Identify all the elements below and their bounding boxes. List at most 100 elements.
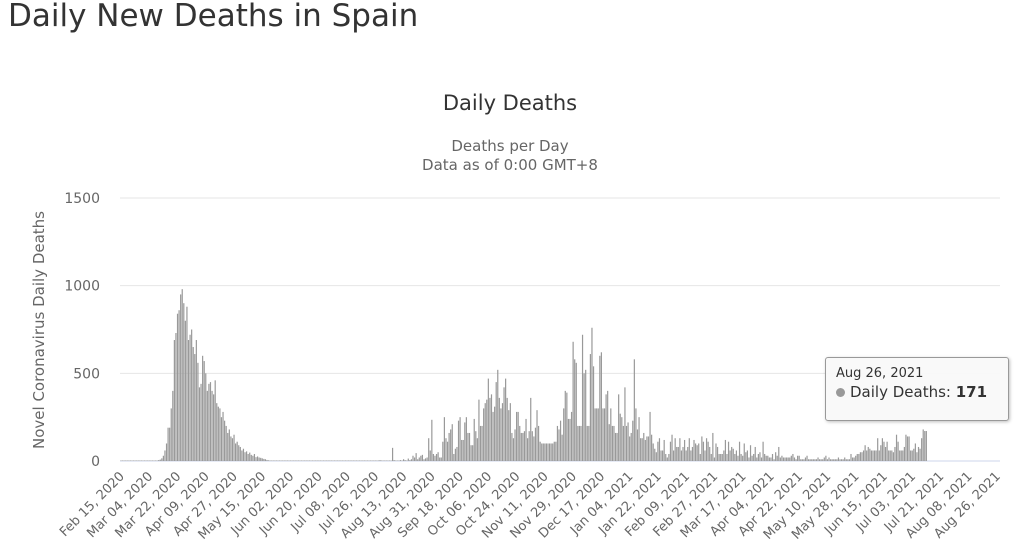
bar[interactable] (263, 458, 265, 461)
bar[interactable] (555, 441, 557, 461)
bar[interactable] (282, 460, 284, 462)
bar[interactable] (489, 397, 491, 461)
bar[interactable] (327, 460, 329, 462)
bar[interactable] (724, 439, 727, 461)
bar[interactable] (559, 420, 562, 461)
bar[interactable] (205, 373, 207, 461)
bar[interactable] (286, 460, 289, 462)
bar[interactable] (581, 334, 584, 461)
bar[interactable] (492, 411, 494, 461)
bar[interactable] (547, 443, 549, 461)
bar[interactable] (519, 425, 521, 461)
bar[interactable] (544, 443, 546, 461)
bar[interactable] (402, 459, 405, 461)
bar[interactable] (614, 432, 617, 461)
bar[interactable] (837, 457, 840, 461)
bar[interactable] (740, 453, 742, 461)
bar[interactable] (191, 329, 193, 462)
bar[interactable] (685, 450, 687, 461)
bar[interactable] (589, 354, 591, 461)
bar[interactable] (360, 460, 362, 462)
bar[interactable] (570, 411, 573, 461)
bar[interactable] (765, 455, 767, 461)
bar[interactable] (748, 457, 750, 461)
bar[interactable] (577, 425, 579, 461)
bar[interactable] (128, 460, 130, 462)
bar[interactable] (817, 457, 819, 461)
bar[interactable] (498, 397, 500, 461)
bar[interactable] (266, 459, 268, 461)
bar[interactable] (643, 432, 645, 461)
bar[interactable] (903, 446, 905, 461)
bar[interactable] (721, 453, 723, 461)
bar[interactable] (398, 460, 400, 462)
bar[interactable] (186, 306, 188, 461)
bar[interactable] (235, 443, 237, 461)
bar[interactable] (344, 460, 347, 462)
bar[interactable] (800, 459, 802, 461)
bar[interactable] (745, 452, 747, 461)
bar[interactable] (713, 457, 716, 461)
bar[interactable] (793, 457, 796, 461)
bar[interactable] (727, 441, 730, 461)
bar[interactable] (520, 432, 522, 461)
bar[interactable] (242, 448, 245, 461)
bar[interactable] (366, 460, 369, 462)
bar[interactable] (228, 429, 230, 461)
bar[interactable] (170, 408, 172, 461)
bar[interactable] (913, 448, 915, 461)
bar[interactable] (289, 460, 292, 462)
bar[interactable] (732, 448, 734, 461)
bar[interactable] (346, 460, 348, 462)
bar[interactable] (797, 455, 799, 461)
bar[interactable] (245, 451, 248, 461)
bar[interactable] (696, 445, 698, 461)
bar[interactable] (630, 432, 632, 461)
bar[interactable] (746, 450, 748, 461)
bar[interactable] (737, 455, 739, 461)
bar[interactable] (655, 452, 657, 461)
bar[interactable] (734, 453, 736, 461)
bar[interactable] (484, 403, 486, 461)
bar[interactable] (742, 455, 744, 461)
bar[interactable] (906, 436, 909, 461)
bar[interactable] (826, 459, 829, 461)
bar[interactable] (294, 460, 296, 462)
bar[interactable] (825, 455, 827, 461)
bar[interactable] (256, 456, 259, 461)
bar[interactable] (790, 455, 792, 461)
bar[interactable] (371, 460, 373, 462)
bar[interactable] (897, 441, 899, 461)
bar[interactable] (872, 450, 874, 461)
bar[interactable] (453, 453, 455, 461)
bar[interactable] (143, 460, 146, 462)
bar[interactable] (357, 460, 359, 462)
bar[interactable] (486, 399, 488, 461)
bar[interactable] (376, 460, 378, 462)
bar[interactable] (859, 452, 862, 461)
bar[interactable] (500, 408, 502, 461)
bar[interactable] (921, 438, 923, 461)
bar[interactable] (542, 443, 544, 461)
bar[interactable] (227, 432, 229, 461)
bar[interactable] (548, 443, 551, 461)
bar[interactable] (393, 460, 395, 461)
bar[interactable] (556, 425, 559, 461)
bar[interactable] (583, 373, 585, 461)
bar[interactable] (840, 459, 843, 461)
bar[interactable] (862, 450, 865, 461)
bar[interactable] (384, 460, 386, 462)
bar[interactable] (847, 459, 849, 461)
bar[interactable] (305, 460, 307, 462)
bar[interactable] (340, 460, 342, 462)
bar[interactable] (151, 460, 153, 462)
bar[interactable] (454, 448, 456, 461)
bar[interactable] (851, 457, 854, 461)
bar[interactable] (169, 427, 171, 461)
bar[interactable] (693, 439, 695, 461)
bar[interactable] (156, 460, 158, 462)
bar[interactable] (784, 457, 786, 461)
bar[interactable] (756, 457, 758, 461)
bar[interactable] (679, 438, 681, 461)
bar[interactable] (530, 397, 532, 461)
